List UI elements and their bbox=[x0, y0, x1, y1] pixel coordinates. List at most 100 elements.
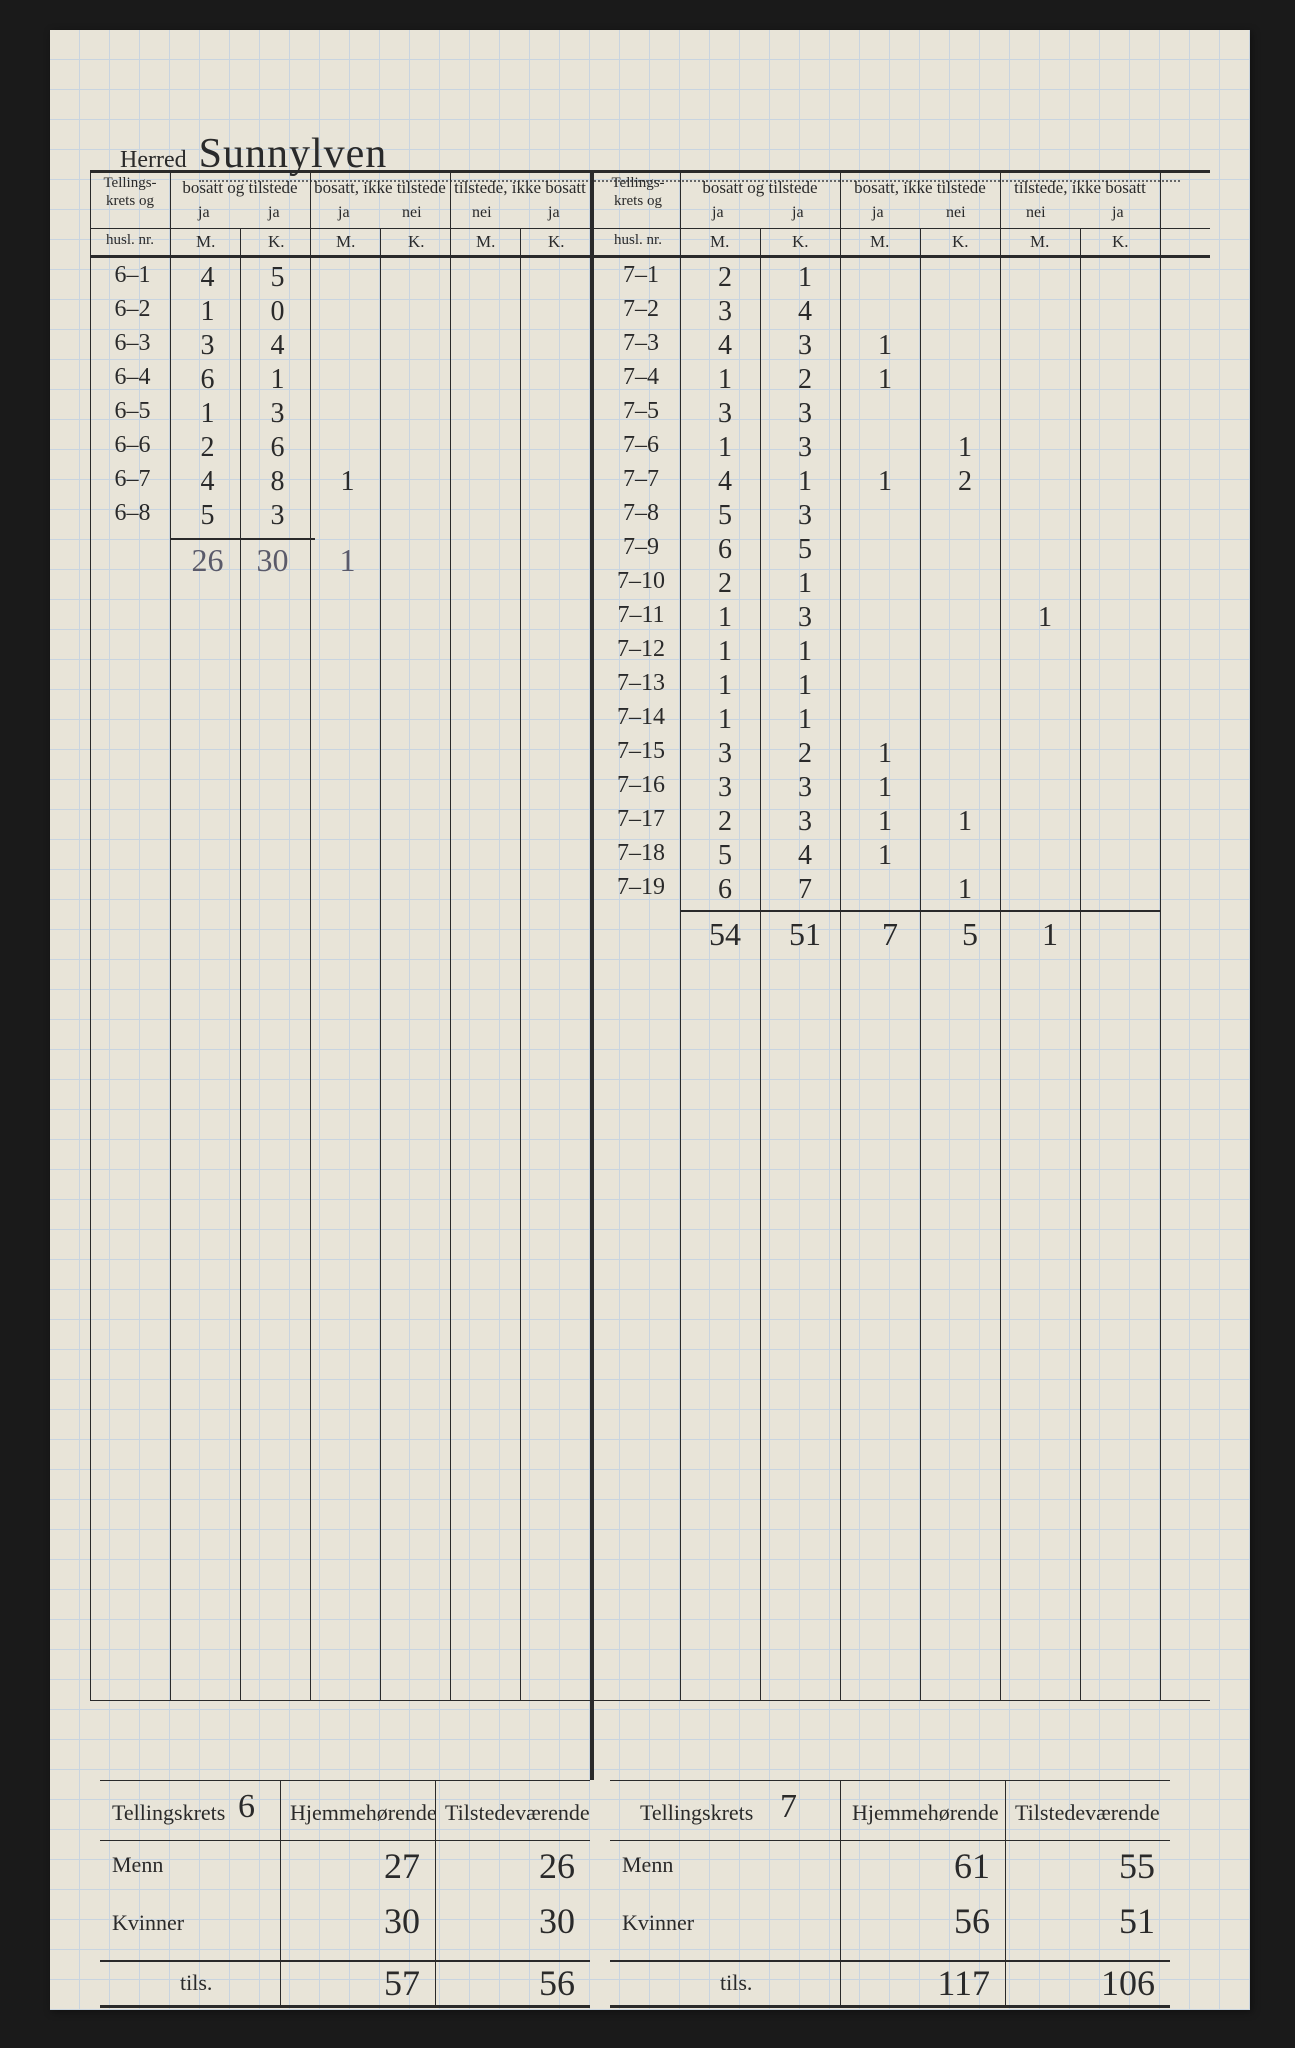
cell-m1: 1 bbox=[690, 636, 760, 668]
k-label: K. bbox=[268, 232, 285, 252]
row-id: 6–4 bbox=[95, 364, 170, 391]
cell-k1: 1 bbox=[770, 466, 840, 498]
right-total-m1: 54 bbox=[690, 916, 760, 953]
cell-m1: 5 bbox=[690, 840, 760, 872]
row-id: 7–2 bbox=[602, 296, 680, 323]
cell-m2: 1 bbox=[850, 738, 920, 770]
row-id: 7–11 bbox=[602, 602, 680, 629]
row-id: 7–19 bbox=[602, 874, 680, 901]
left-total-m2: 1 bbox=[320, 542, 375, 579]
summary-rule bbox=[610, 1780, 1170, 1781]
left-sum-rule bbox=[170, 538, 315, 540]
ja: ja bbox=[1112, 204, 1124, 222]
right-total-m3: 1 bbox=[1020, 916, 1080, 953]
cell-k1: 3 bbox=[770, 772, 840, 804]
row-id: 7–5 bbox=[602, 398, 680, 425]
top-rule bbox=[90, 170, 1210, 173]
cell-k1: 1 bbox=[250, 364, 305, 396]
tils-t: 56 bbox=[505, 1962, 575, 2004]
row-id: 7–6 bbox=[602, 432, 680, 459]
summary-vline bbox=[280, 1780, 281, 2005]
hdr-kretsog: krets og bbox=[92, 193, 168, 210]
hdr-bosatt-ikke: bosatt, ikke tilstede bbox=[842, 178, 998, 198]
herred-value: Sunnylven bbox=[199, 130, 1180, 182]
cell-k2: 1 bbox=[930, 874, 1000, 906]
cell-m1: 1 bbox=[690, 432, 760, 464]
header-mid-rule bbox=[90, 228, 1210, 229]
header-bottom-rule bbox=[90, 255, 1210, 258]
cell-k1: 7 bbox=[770, 874, 840, 906]
menn-t: 26 bbox=[505, 1845, 575, 1887]
ja: ja bbox=[268, 204, 280, 222]
row-id: 7–12 bbox=[602, 636, 680, 663]
cell-m1: 4 bbox=[180, 466, 235, 498]
right-sum-rule bbox=[680, 910, 1160, 912]
cell-k1: 1 bbox=[770, 568, 840, 600]
row-id: 7–10 bbox=[602, 568, 680, 595]
vline bbox=[170, 170, 171, 1700]
cell-k1: 5 bbox=[770, 534, 840, 566]
census-form: Herred Sunnylven Tellings- krets og husl… bbox=[50, 30, 1250, 2010]
hjemme-label: Hjemmehørende bbox=[852, 1800, 999, 1826]
summary-rule bbox=[610, 2005, 1170, 2008]
tilstede-label: Tilstedeværende bbox=[1015, 1800, 1160, 1826]
m-label: M. bbox=[336, 232, 355, 252]
m-label: M. bbox=[710, 232, 729, 252]
vline bbox=[380, 228, 381, 1700]
cell-k1: 1 bbox=[770, 670, 840, 702]
menn-h: 27 bbox=[350, 1845, 420, 1887]
nei: nei bbox=[472, 204, 492, 222]
tellingskrets-label: Tellingskrets bbox=[112, 1800, 225, 1826]
k-label: K. bbox=[952, 232, 969, 252]
ja: ja bbox=[712, 204, 724, 222]
ja: ja bbox=[548, 204, 560, 222]
cell-m1: 5 bbox=[180, 500, 235, 532]
hdr-bosatt-tilstede: bosatt og tilstede bbox=[172, 178, 308, 198]
vline bbox=[1000, 170, 1001, 1700]
kvinner-h: 30 bbox=[350, 1900, 420, 1942]
kvinner-t: 51 bbox=[1085, 1900, 1155, 1942]
row-id: 7–9 bbox=[602, 534, 680, 561]
cell-m1: 1 bbox=[690, 602, 760, 634]
right-total-k1: 51 bbox=[770, 916, 840, 953]
k-label: K. bbox=[408, 232, 425, 252]
m-label: M. bbox=[870, 232, 889, 252]
cell-m1: 3 bbox=[690, 296, 760, 328]
right-total-m2: 7 bbox=[860, 916, 920, 953]
cell-m1: 2 bbox=[690, 806, 760, 838]
hdr-kretsog: krets og bbox=[597, 193, 679, 210]
cell-m2: 1 bbox=[850, 364, 920, 396]
cell-m2: 1 bbox=[850, 772, 920, 804]
cell-k1: 6 bbox=[250, 432, 305, 464]
k-label: K. bbox=[548, 232, 565, 252]
row-id: 7–7 bbox=[602, 466, 680, 493]
cell-m1: 1 bbox=[690, 704, 760, 736]
hjemme-label: Hjemmehørende bbox=[290, 1800, 437, 1826]
krets-num: 7 bbox=[780, 1788, 797, 1826]
vline bbox=[840, 170, 841, 1700]
summary-rule bbox=[100, 1780, 590, 1781]
kvinner-label: Kvinner bbox=[112, 1910, 184, 1936]
menn-label: Menn bbox=[112, 1852, 163, 1878]
cell-m1: 6 bbox=[690, 874, 760, 906]
row-id: 7–3 bbox=[602, 330, 680, 357]
tellingskrets-label: Tellingskrets bbox=[640, 1800, 753, 1826]
vline bbox=[310, 170, 311, 1700]
cell-k1: 1 bbox=[770, 262, 840, 294]
cell-m1: 3 bbox=[690, 772, 760, 804]
kvinner-h: 56 bbox=[920, 1900, 990, 1942]
cell-k1: 4 bbox=[250, 330, 305, 362]
body-end-rule bbox=[90, 1700, 1210, 1701]
vline bbox=[1160, 170, 1161, 1700]
vline bbox=[520, 228, 521, 1700]
ja: ja bbox=[872, 204, 884, 222]
summary-vline bbox=[840, 1780, 841, 2005]
vline bbox=[450, 170, 451, 1700]
hdr-bosatt-ikke: bosatt, ikke tilstede bbox=[312, 178, 448, 198]
nei: nei bbox=[946, 204, 966, 222]
vline bbox=[90, 170, 91, 1700]
cell-k1: 3 bbox=[770, 806, 840, 838]
cell-m3: 1 bbox=[1010, 602, 1080, 634]
cell-k1: 3 bbox=[770, 398, 840, 430]
summary-vline bbox=[1005, 1780, 1006, 2005]
